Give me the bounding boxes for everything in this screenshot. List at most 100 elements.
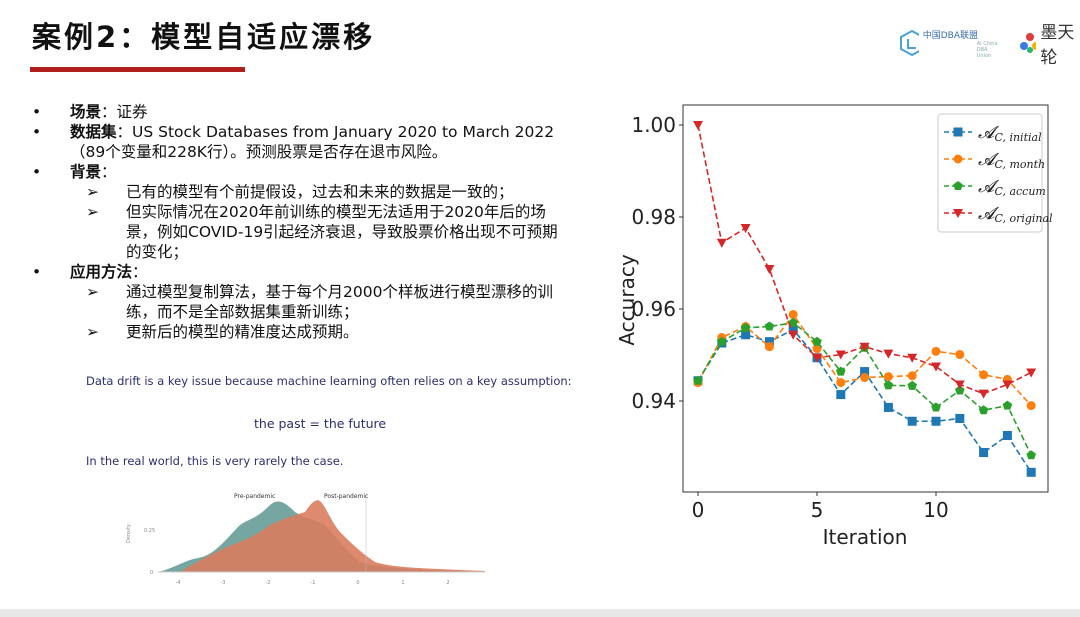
dba-union-logo: 中国DBA联盟 AI China DBA Union [900, 28, 1003, 59]
bullet-key: 应用方法 [70, 263, 133, 281]
x-tick-label: 5 [811, 498, 824, 522]
bullet-text: ：证券 [101, 103, 148, 121]
motianlun-logo: 墨天轮 [1019, 18, 1080, 68]
density-ytick-zero: 0 [150, 570, 153, 576]
bullet-key: 场景 [70, 103, 102, 121]
legend-marker [953, 127, 963, 137]
data-point [931, 416, 941, 426]
data-point [1002, 400, 1013, 410]
data-point [860, 367, 870, 377]
data-point [907, 353, 918, 363]
data-point [931, 346, 941, 356]
data-point [859, 342, 870, 352]
title-underline [30, 67, 245, 72]
data-point [693, 121, 703, 130]
sub-bullet-text: 通过模型复制算法，基于每个月2000个样板进行模型漂移的训练，而不是全部数据集重… [126, 283, 553, 321]
data-point [812, 353, 822, 363]
drift-formula: the past = the future [254, 416, 387, 431]
sub-bullet-text: 但实际情况在2020年前训练的模型无法适用于2020年后的场景，例如COVID-… [126, 203, 558, 261]
density-xtick: -4 [176, 580, 181, 586]
bullet-text: ： [132, 263, 148, 281]
y-tick-label: 0.96 [631, 297, 676, 321]
data-point [764, 342, 774, 352]
dba-logo-subtext: AI China DBA Union [976, 40, 998, 59]
y-tick-label: 1.00 [631, 113, 676, 137]
data-point [716, 238, 727, 248]
x-tick-label: 0 [692, 498, 705, 522]
bullet-key: 数据集 [70, 123, 117, 141]
data-point [788, 317, 798, 327]
density-ytick: 0.25 [144, 528, 155, 534]
sub-bullet: ➢ 但实际情况在2020年前训练的模型无法适用于2020年后的场景，例如COVID… [32, 202, 572, 262]
density-xtick: -3 [221, 580, 226, 586]
post-pandemic-label: Post-pandemic [324, 493, 368, 500]
data-point [907, 371, 917, 381]
legend-marker [953, 181, 963, 190]
data-point [812, 336, 822, 346]
bullet-background: • 背景： [32, 163, 117, 181]
data-point [978, 405, 989, 415]
density-plot: Density 0.25 0 Pre-pandemic Post-pandemi… [126, 493, 485, 586]
slide-title: 案例2：模型自适应漂移 [32, 20, 376, 54]
data-point [741, 330, 751, 340]
data-point [788, 325, 798, 335]
legend-marker [953, 154, 963, 164]
data-point [978, 389, 989, 399]
density-xtick: 0 [356, 580, 359, 586]
data-point [693, 375, 703, 385]
x-tick-label: 10 [923, 498, 948, 522]
motianlun-wheel-icon [1020, 33, 1037, 53]
y-tick-label: 0.94 [631, 389, 676, 413]
data-point [812, 344, 822, 354]
motianlun-logo-text: 墨天轮 [1040, 23, 1075, 68]
series-month [693, 310, 1036, 411]
data-point [954, 380, 965, 390]
data-point [955, 385, 965, 395]
drift-text-3: In the real world, this is very rarely t… [86, 454, 344, 468]
data-point [836, 366, 846, 376]
data-point [764, 337, 774, 347]
y-tick-label: 0.98 [631, 205, 676, 229]
data-point [788, 330, 799, 340]
data-point [1026, 450, 1036, 460]
data-point [907, 380, 917, 390]
data-point [835, 350, 846, 360]
data-point [1026, 368, 1037, 378]
data-point [740, 224, 751, 234]
sub-bullet-text: 已有的模型有个前提假设，过去和未来的数据是一致的； [126, 183, 514, 201]
data-point [955, 350, 965, 360]
y-axis-label: Accuracy [615, 254, 639, 345]
data-point [836, 390, 846, 400]
data-point [1026, 401, 1036, 411]
data-point [717, 336, 727, 346]
data-point [1026, 467, 1036, 477]
sub-bullet-text: 更新后的模型的精准度达成预期。 [126, 323, 359, 341]
data-point [979, 448, 989, 458]
legend-box [937, 113, 1043, 233]
bullet-scene: • 场景：证券 [32, 103, 148, 121]
data-point [979, 370, 989, 380]
legend-marker [953, 209, 963, 218]
density-ylabel: Density [126, 524, 132, 543]
data-point [883, 349, 894, 359]
footer-strip [0, 609, 1080, 617]
bullet-list: • 场景：证券 • 数据集：US Stock Databases from Janu… [32, 102, 572, 342]
data-point [764, 264, 775, 274]
data-point [931, 402, 941, 412]
density-xtick: -2 [266, 580, 271, 586]
data-point [788, 310, 798, 320]
data-point [1002, 380, 1013, 390]
data-point [764, 321, 775, 331]
bullet-key: 背景 [70, 163, 102, 181]
data-point [740, 322, 751, 332]
bullet-text: ：US Stock Databases from January 2020 to… [70, 123, 555, 161]
data-point [931, 362, 941, 372]
bullet-method: • 应用方法： [32, 263, 148, 281]
data-point [907, 416, 917, 426]
data-point [955, 413, 965, 423]
data-point [1002, 431, 1012, 440]
pre-pandemic-label: Pre-pandemic [234, 493, 275, 500]
logos: 中国DBA联盟 AI China DBA Union 墨天轮 [900, 18, 1080, 68]
data-point [883, 380, 894, 390]
